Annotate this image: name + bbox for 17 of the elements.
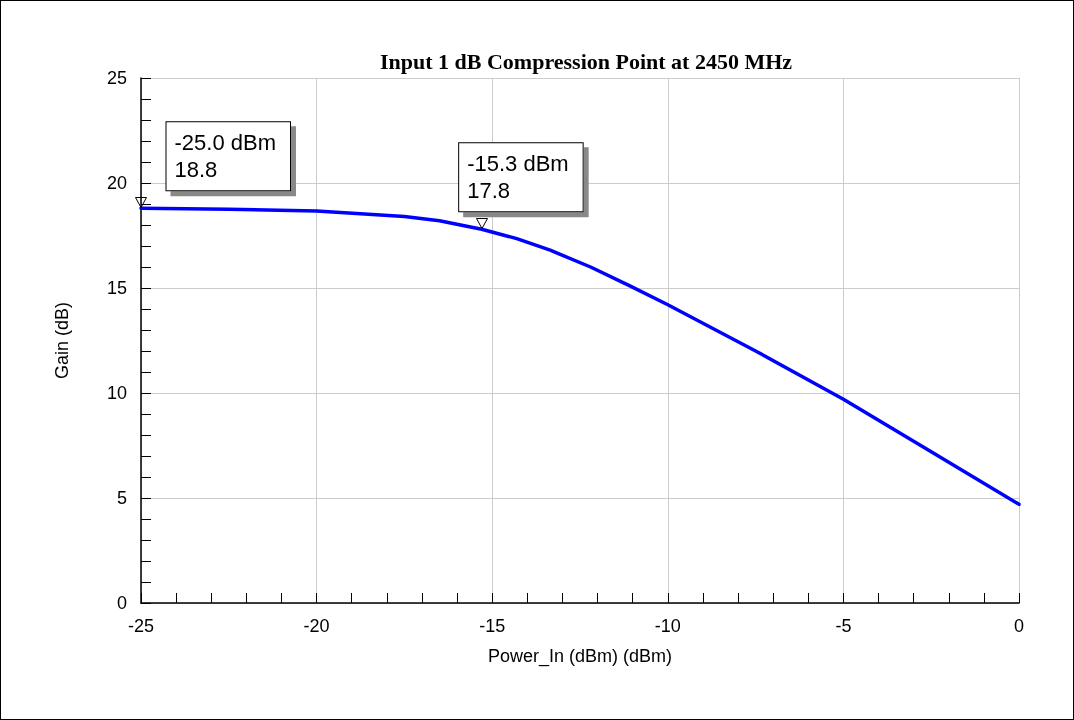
y-tick-label: 10 [106,383,127,403]
chart-title: Input 1 dB Compression Point at 2450 MHz [379,48,793,74]
y-tick-label: 5 [116,488,127,508]
x-tick-label: -10 [654,616,681,636]
y-tick-label: 0 [116,593,127,613]
x-tick-label: 0 [1013,616,1025,636]
x-axis-title: Power_In (dBm) (dBm) [487,646,673,667]
y-tick-label: 25 [106,68,127,88]
y-tick-label: 15 [106,278,127,298]
annotation: -15.3 dBm 17.8 [467,151,569,204]
y-tick-label: 20 [106,173,127,193]
x-tick-label: -25 [127,616,155,636]
annotation: -25.0 dBm 18.8 [174,130,276,183]
x-tick-label: -20 [303,616,330,636]
y-axis-title: Gain (dB) [52,301,72,380]
x-tick-label: -15 [479,616,506,636]
x-tick-label: -5 [835,616,852,636]
